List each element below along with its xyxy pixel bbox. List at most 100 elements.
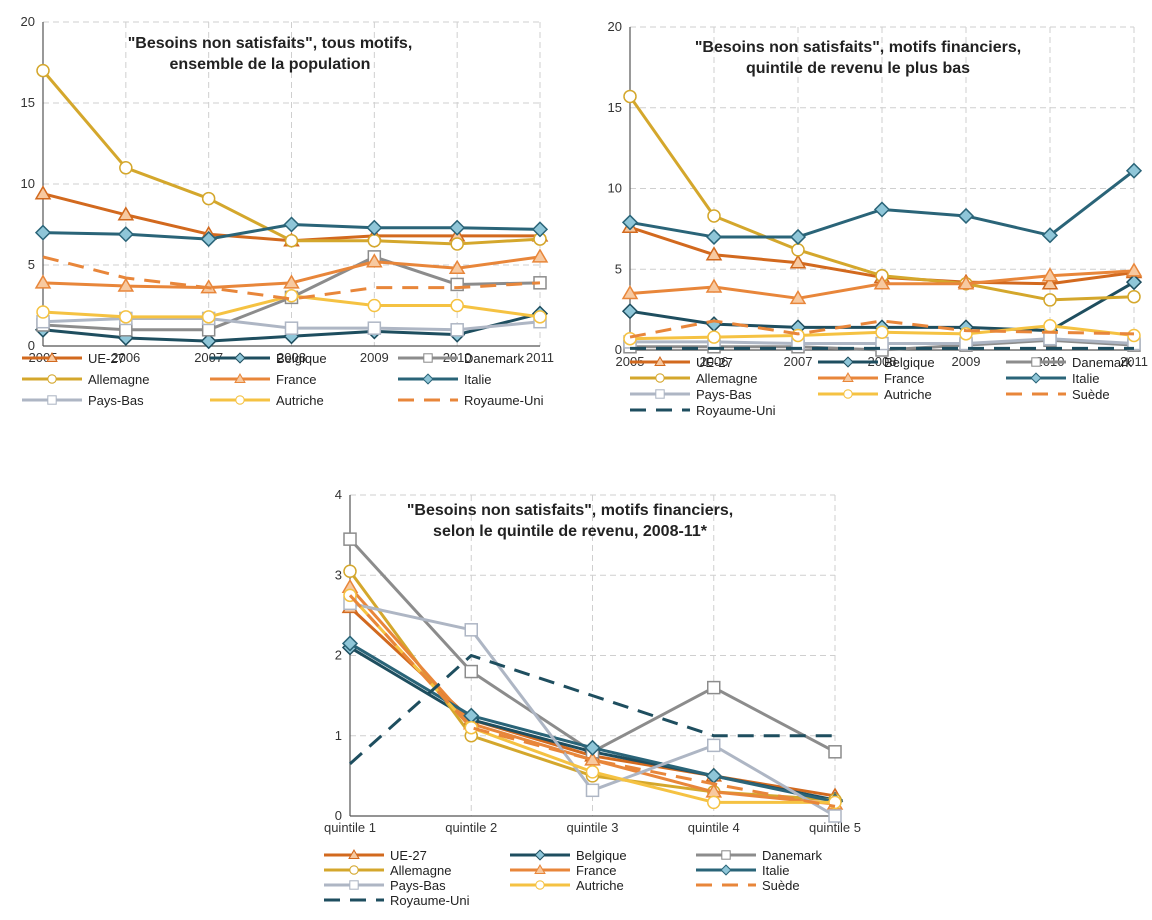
data-point [873, 275, 891, 290]
legend: UE-27 Belgique Danemark Allemagne France Ital… [324, 848, 822, 908]
legend-label: UE-27 [88, 351, 125, 366]
chart-financial-lowest-quintile: 051015202005200620072008200920102011"Bes… [608, 19, 1148, 418]
data-point [623, 89, 637, 104]
data-point [707, 330, 721, 344]
legend-marker [534, 849, 546, 861]
legend-item-suede: Suède [696, 878, 800, 893]
series-royaume-uni [42, 255, 541, 301]
data-point [707, 680, 721, 695]
y-tick-label: 5 [28, 257, 35, 272]
data-point [585, 765, 600, 779]
data-point [1043, 319, 1057, 333]
legend-item-danemark: Danemark [1006, 355, 1132, 370]
legend-item-ue-27: UE-27 [22, 351, 125, 366]
series-line [348, 594, 836, 808]
legend-item-italie: Italie [398, 372, 491, 387]
chart-panel-2: 051015202005200620072008200920102011"Bes… [578, 0, 1152, 460]
legend-marker [842, 372, 854, 383]
data-point [1043, 293, 1057, 307]
data-point [1041, 227, 1059, 244]
data-point [341, 635, 359, 652]
x-tick-label: 2009 [360, 350, 389, 365]
legend-item-ue-27: UE-27 [630, 355, 733, 370]
legend-label: Pays-Bas [696, 387, 752, 402]
legend-marker [654, 356, 666, 367]
data-point [367, 233, 382, 248]
data-point [623, 331, 637, 346]
data-point [201, 310, 216, 324]
legend-item-autriche: Autriche [210, 393, 324, 408]
data-point [450, 298, 464, 313]
series-autriche [36, 289, 547, 324]
data-point [284, 233, 299, 248]
legend-marker [349, 865, 359, 875]
x-tick-label: 2007 [784, 354, 813, 369]
y-tick-label: 0 [615, 342, 622, 357]
legend-marker [721, 850, 731, 860]
legend-item-france: France [818, 371, 924, 386]
data-point [464, 623, 478, 637]
data-point [531, 248, 549, 263]
legend-marker [423, 353, 433, 363]
x-tick-label: 2006 [111, 350, 140, 365]
gridlines [350, 494, 836, 816]
data-point [34, 274, 52, 289]
legend-label: France [884, 371, 924, 386]
legend-marker [234, 373, 246, 384]
legend-item-belgique: Belgique [510, 848, 627, 863]
chart-title: "Besoins non satisfaits", tous motifs, [128, 35, 413, 52]
data-point [450, 323, 464, 337]
legend-item-ue-27: UE-27 [324, 848, 427, 863]
data-point [1125, 162, 1143, 179]
data-point [201, 191, 216, 206]
series-suede [629, 319, 1135, 339]
legend-marker [348, 849, 360, 860]
y-tick-label: 0 [28, 338, 35, 353]
data-point [367, 298, 382, 313]
data-point [284, 289, 299, 303]
data-point [705, 228, 723, 246]
y-tick-label: 10 [21, 176, 35, 191]
legend-label: France [576, 863, 616, 878]
data-point [36, 63, 50, 78]
legend-label: Italie [464, 372, 491, 387]
data-point [873, 201, 891, 218]
data-point [117, 277, 135, 292]
data-point [450, 237, 464, 251]
legend-item-pays-bas: Pays-Bas [630, 387, 752, 402]
data-point [284, 321, 299, 335]
legend-item-france: France [510, 863, 616, 878]
legend-label: Suède [1072, 387, 1110, 402]
chart-title: ensemble de la population [170, 56, 371, 73]
legend-item-belgique: Belgique [210, 351, 327, 366]
legend-label: Suède [762, 878, 800, 893]
legend-marker [534, 864, 546, 875]
legend-item-italie: Italie [696, 863, 789, 878]
data-point [707, 795, 721, 810]
data-point [283, 216, 300, 233]
legend-marker [47, 374, 57, 384]
data-point [531, 221, 549, 238]
data-point [705, 316, 723, 333]
y-tick-label: 15 [608, 100, 622, 115]
data-point [585, 783, 600, 798]
data-point [34, 185, 52, 200]
data-point [705, 278, 723, 293]
series-autriche [623, 319, 1141, 346]
data-point [621, 284, 639, 300]
legend-marker [422, 373, 434, 385]
data-point [707, 209, 721, 223]
legend-item-autriche: Autriche [510, 878, 624, 893]
data-point [200, 231, 217, 248]
legend-item-allemagne: Allemagne [22, 372, 149, 387]
data-point [789, 289, 807, 305]
legend-marker [47, 395, 57, 405]
legend: UE-27 Belgique Danemark Allemagne France Ital… [630, 355, 1132, 418]
legend-marker [235, 395, 245, 405]
data-point [707, 738, 721, 753]
data-point [119, 323, 133, 337]
x-tick-label: quintile 3 [566, 820, 618, 835]
legend-label: Autriche [576, 878, 624, 893]
x-tick-label: 2008 [868, 354, 897, 369]
chart-title: "Besoins non satisfaits", motifs financi… [695, 39, 1021, 56]
